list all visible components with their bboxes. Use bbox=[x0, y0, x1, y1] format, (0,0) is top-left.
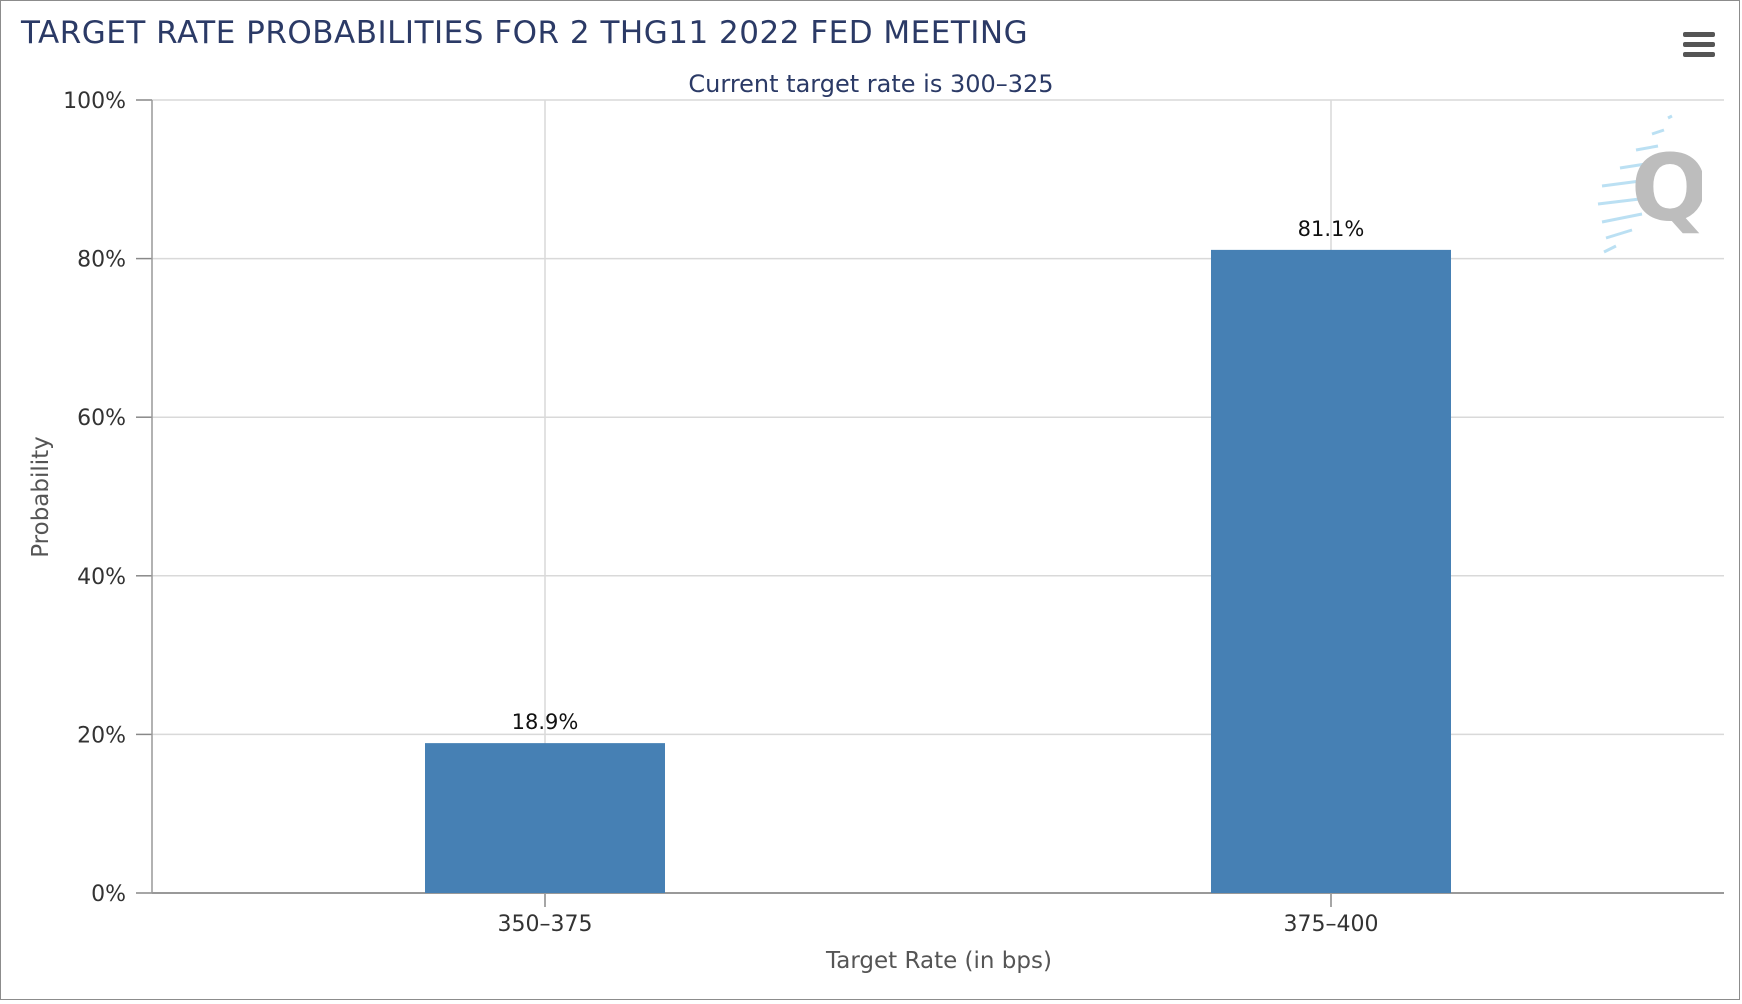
y-tick-label: 0% bbox=[91, 882, 126, 907]
y-tick-label: 40% bbox=[77, 565, 126, 590]
bar-350–375[interactable] bbox=[425, 743, 665, 893]
q-logo-icon: Q bbox=[1597, 114, 1702, 254]
chart-subtitle: Current target rate is 300–325 bbox=[688, 70, 1053, 98]
x-axis-title: Target Rate (in bps) bbox=[825, 948, 1052, 974]
watermark-letter: Q bbox=[1631, 135, 1702, 242]
y-axis-title: Probability bbox=[28, 436, 54, 558]
data-label: 18.9% bbox=[512, 710, 579, 734]
y-tick-label: 60% bbox=[77, 406, 126, 431]
bars: 18.9% 81.1% bbox=[425, 217, 1451, 893]
data-label: 81.1% bbox=[1298, 217, 1365, 241]
chart-title: TARGET RATE PROBABILITIES FOR 2 THG11 20… bbox=[21, 15, 1029, 51]
y-tick-label: 100% bbox=[63, 89, 126, 114]
x-tick-label: 375–400 bbox=[1284, 912, 1379, 937]
y-axis: 0% 20% 40% 60% 80% 100% bbox=[63, 89, 153, 907]
x-tick-label: 350–375 bbox=[498, 912, 593, 937]
hamburger-menu-icon[interactable] bbox=[1681, 29, 1717, 61]
gridlines bbox=[152, 99, 1724, 893]
y-tick-label: 20% bbox=[77, 723, 126, 748]
x-axis: 350–375 375–400 bbox=[152, 892, 1724, 937]
bar-375–400[interactable] bbox=[1211, 249, 1451, 893]
y-tick-label: 80% bbox=[77, 248, 126, 273]
